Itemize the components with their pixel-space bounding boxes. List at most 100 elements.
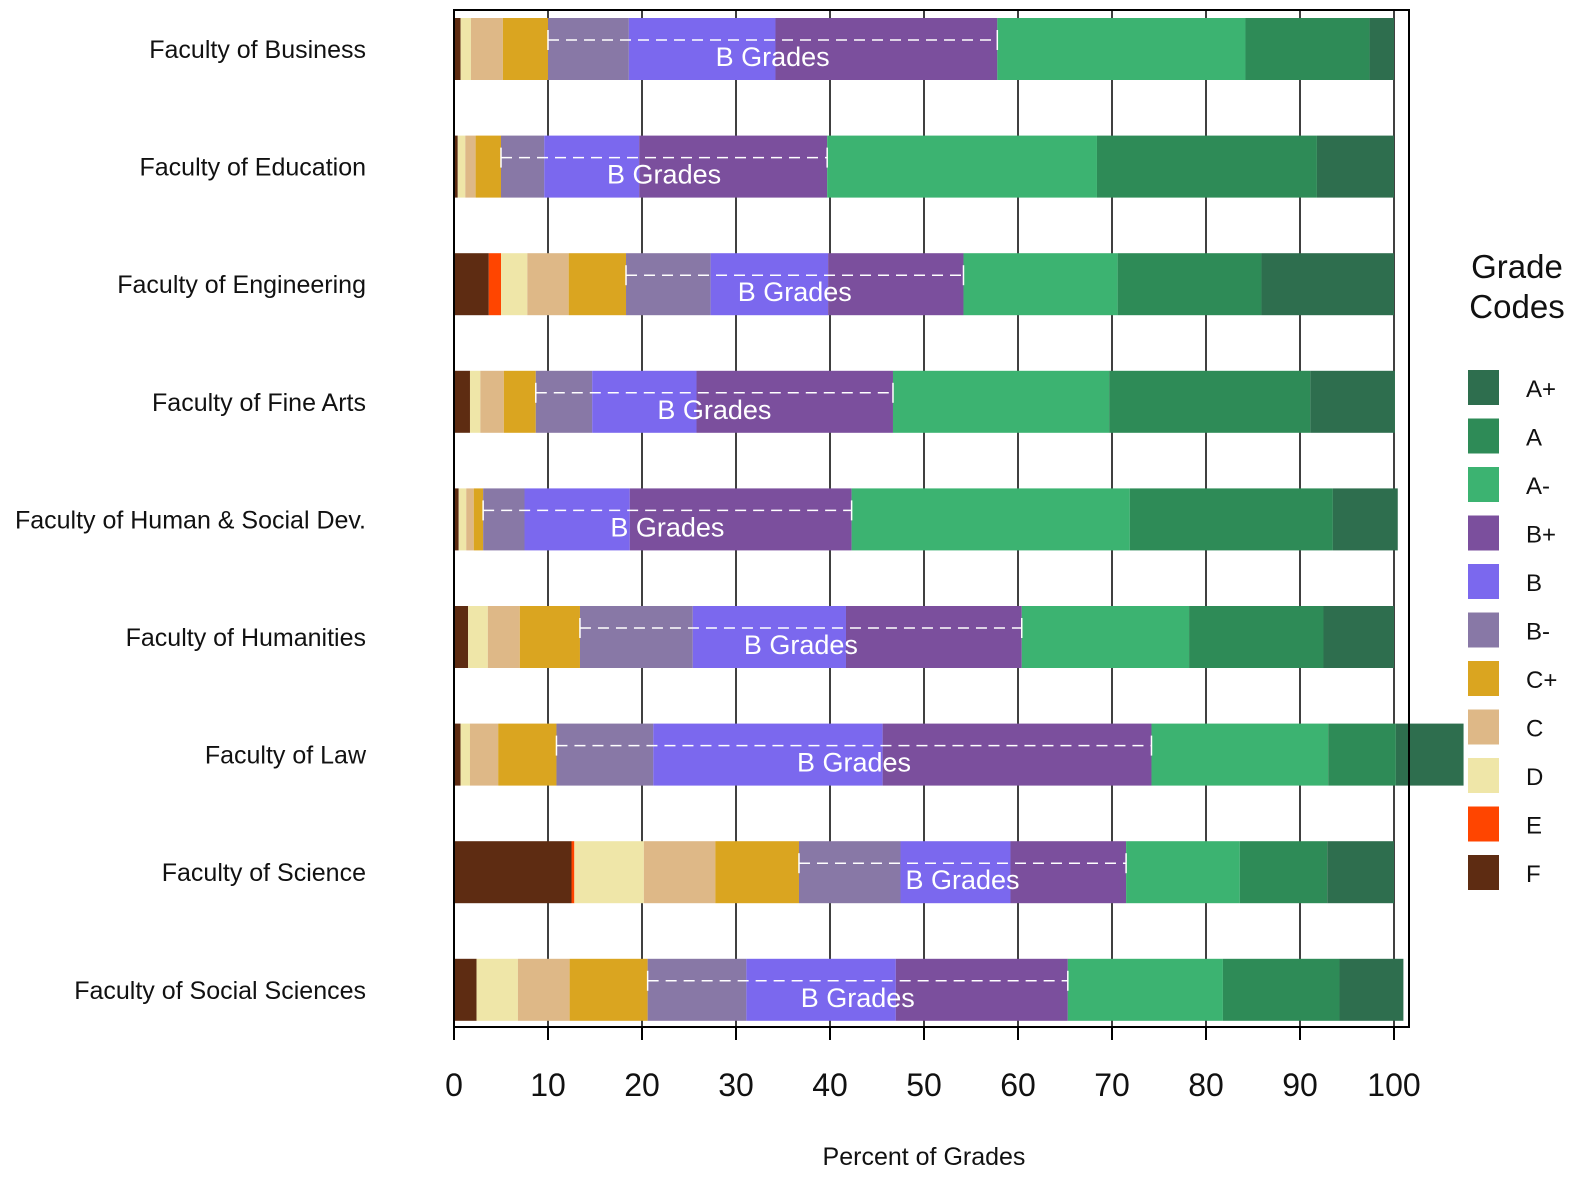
bar-segment-c	[487, 606, 520, 668]
bar-segment-a-plus	[1323, 606, 1394, 668]
category-label: Faculty of Social Sciences	[74, 977, 366, 1005]
bar-segment-f	[454, 18, 461, 80]
bar-segment-b	[900, 841, 1011, 904]
bar-segment-a	[1189, 606, 1324, 668]
legend-swatch	[1468, 855, 1499, 890]
legend-swatch	[1468, 370, 1499, 405]
bar-segment-c	[465, 135, 476, 198]
legend-label: B	[1526, 570, 1542, 597]
bar-segment-d	[458, 488, 467, 551]
bar-segment-b	[628, 18, 776, 80]
bar-segment-f	[454, 606, 469, 668]
bar-segment-a-plus	[1327, 841, 1394, 904]
category-label: Faculty of Science	[162, 859, 366, 887]
legend-swatch	[1468, 758, 1499, 793]
legend-swatch	[1468, 418, 1499, 454]
bar-segment-d	[469, 370, 481, 433]
bar-segment-c	[466, 488, 474, 551]
bar-segment-d	[501, 253, 528, 316]
bar-segment-c	[527, 253, 569, 316]
bar-segment-a-minus	[997, 18, 1246, 80]
bar-segment-a-minus	[1126, 841, 1240, 904]
x-tick-label: 70	[1094, 1067, 1130, 1103]
x-tick-label: 50	[906, 1067, 942, 1103]
legend-title: Grade Codes	[1469, 248, 1564, 325]
bars: B Grades B Grades B Grades B Grades B Grades…	[454, 18, 1464, 1021]
bar-segment-c-plus	[569, 958, 648, 1021]
bar-segment-b-minus	[647, 958, 747, 1021]
bar-segment-f	[454, 253, 489, 316]
bar-faculty-of-business: B Grades	[454, 18, 1394, 80]
x-tick-label: 40	[812, 1067, 848, 1103]
bar-segment-c	[517, 958, 570, 1021]
x-tick-label: 30	[718, 1067, 754, 1103]
bar-segment-b-minus	[483, 488, 525, 551]
bar-segment-b	[524, 488, 630, 551]
bar-segment-b-plus	[895, 958, 1068, 1021]
bar-segment-b-minus	[501, 135, 545, 198]
category-label: Faculty of Engineering	[117, 271, 366, 299]
bar-segment-d	[460, 18, 471, 80]
bar-faculty-of-education: B Grades	[454, 135, 1394, 198]
bar-segment-c-plus	[715, 841, 799, 904]
bar-segment-d	[468, 606, 488, 668]
x-tick-label: 10	[530, 1067, 566, 1103]
legend-item: E	[1468, 806, 1542, 842]
bar-segment-a-minus	[827, 135, 1097, 198]
bar-segment-c-plus	[568, 253, 627, 316]
bar-segment-d	[460, 723, 470, 786]
bar-segment-b	[710, 253, 829, 316]
legend-swatch	[1468, 661, 1499, 696]
legend-item: D	[1468, 758, 1543, 793]
bar-segment-a	[1222, 958, 1340, 1021]
bar-segment-f	[454, 723, 461, 786]
bar-faculty-of-law: B Grades	[454, 723, 1464, 786]
bar-segment-a	[1245, 18, 1370, 80]
group-label: B Grades	[738, 277, 852, 307]
x-axis: 0 10 20 30 40 50 60 70 80 90 100	[445, 1026, 1421, 1103]
group-label: B Grades	[744, 630, 858, 660]
bar-segment-b-plus	[882, 723, 1152, 786]
legend-swatch	[1468, 564, 1499, 599]
category-label: Faculty of Education	[139, 154, 366, 182]
group-label: B Grades	[801, 983, 915, 1013]
bar-segment-b-plus	[775, 18, 998, 80]
group-label: B Grades	[607, 160, 721, 190]
bar-segment-b	[592, 370, 697, 433]
bar-segment-b	[692, 606, 846, 668]
bar-segment-a-minus	[1151, 723, 1329, 786]
bar-segment-b-minus	[626, 253, 711, 316]
bar-segment-c	[470, 18, 503, 80]
legend-item: B-	[1468, 612, 1550, 648]
bar-segment-c	[469, 723, 499, 786]
bar-segment-c-plus	[502, 18, 548, 80]
y-axis-labels: Faculty of Business Faculty of Education F…	[15, 36, 367, 1005]
legend-label: C	[1526, 716, 1543, 743]
legend-label: B+	[1526, 522, 1556, 549]
legend-label: A	[1526, 425, 1542, 452]
x-tick-label: 80	[1188, 1067, 1224, 1103]
bar-segment-a-plus	[1261, 253, 1394, 316]
bar-segment-c-plus	[519, 606, 580, 668]
bar-segment-a-minus	[1067, 958, 1223, 1021]
legend-label: A+	[1526, 376, 1556, 403]
bar-segment-a-plus	[1316, 135, 1394, 198]
bar-segment-d	[457, 135, 466, 198]
bar-segment-a	[1096, 135, 1317, 198]
bar-segment-c	[643, 841, 716, 904]
legend-item: C+	[1468, 661, 1557, 696]
legend-swatch	[1468, 709, 1499, 745]
legend-item: A+	[1468, 370, 1556, 405]
bar-segment-a-minus	[851, 488, 1130, 551]
bar-segment-b-minus	[798, 841, 901, 904]
bar-segment-a-plus	[1332, 488, 1398, 551]
category-label: Faculty of Law	[205, 742, 367, 770]
legend-item: C	[1468, 709, 1543, 745]
category-label: Faculty of Human & Social Dev.	[15, 506, 366, 534]
bar-faculty-of-humanities: B Grades	[454, 606, 1394, 668]
bar-faculty-of-fine-arts: B Grades	[454, 370, 1395, 433]
bar-segment-a-plus	[1395, 723, 1464, 786]
x-tick-label: 0	[445, 1067, 463, 1103]
bar-segment-b	[544, 135, 640, 198]
